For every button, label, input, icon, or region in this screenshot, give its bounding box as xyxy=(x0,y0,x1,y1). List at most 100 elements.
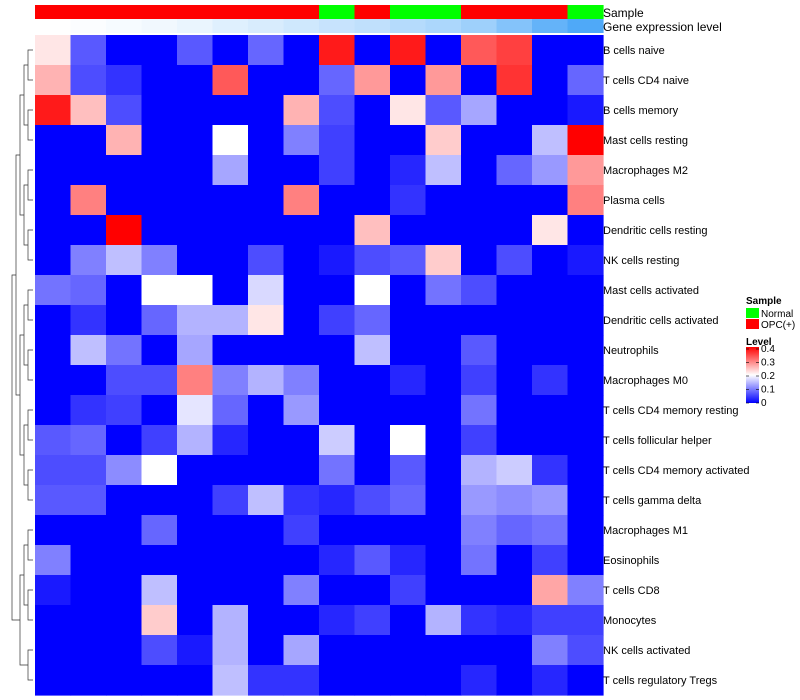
level-track-cell xyxy=(319,19,356,33)
legend-label-opc: OPC(+) xyxy=(761,320,795,331)
heatmap-cell xyxy=(141,515,178,546)
heatmap-cell xyxy=(70,95,107,126)
heatmap-cell xyxy=(319,185,356,216)
heatmap-cell xyxy=(177,65,214,96)
heatmap-cell xyxy=(141,305,178,336)
heatmap-cell xyxy=(496,575,533,606)
heatmap-cell xyxy=(141,575,178,606)
heatmap-cell xyxy=(425,635,462,666)
heatmap-cell xyxy=(390,575,427,606)
heatmap-cell xyxy=(248,65,285,96)
heatmap-cell xyxy=(532,275,569,306)
heatmap-cell xyxy=(35,95,72,126)
dendrogram-branch xyxy=(19,334,24,456)
heatmap-cell xyxy=(283,305,320,336)
heatmap-cell xyxy=(177,665,214,696)
level-track-cell xyxy=(532,19,569,33)
heatmap-cell xyxy=(212,575,249,606)
heatmap-cell xyxy=(212,35,249,66)
colorbar-tick-label: 0 xyxy=(761,398,767,409)
heatmap-cell xyxy=(425,335,462,366)
heatmap-cell xyxy=(461,125,498,156)
heatmap-cell xyxy=(532,395,569,426)
heatmap-cell xyxy=(461,155,498,186)
heatmap-cell xyxy=(425,605,462,636)
heatmap-cell xyxy=(354,245,391,276)
heatmap-cell xyxy=(496,155,533,186)
row-label: T cells CD8 xyxy=(603,585,660,597)
heatmap-cell xyxy=(283,125,320,156)
sample-track-cell xyxy=(390,5,427,19)
heatmap-cell xyxy=(177,245,214,276)
heatmap-cell xyxy=(35,575,72,606)
heatmap-cell xyxy=(283,635,320,666)
dendrogram-branch xyxy=(27,589,33,621)
heatmap-cell xyxy=(496,485,533,516)
row-label: Mast cells activated xyxy=(603,285,699,297)
heatmap-cell xyxy=(106,215,143,246)
heatmap-cell xyxy=(141,455,178,486)
row-label: T cells gamma delta xyxy=(603,495,702,507)
heatmap-cell xyxy=(319,155,356,186)
heatmap-cell xyxy=(425,395,462,426)
heatmap-cell xyxy=(532,95,569,126)
heatmap-cell xyxy=(35,665,72,696)
heatmap-cell xyxy=(35,125,72,156)
heatmap-cell xyxy=(70,185,107,216)
sample-track-cell xyxy=(319,5,356,19)
heatmap-cell xyxy=(177,155,214,186)
heatmap-cell xyxy=(106,485,143,516)
heatmap-cell xyxy=(532,335,569,366)
heatmap-cell xyxy=(532,125,569,156)
heatmap-cell xyxy=(35,35,72,66)
heatmap-cell xyxy=(177,125,214,156)
heatmap-cell xyxy=(354,305,391,336)
heatmap-cell xyxy=(461,335,498,366)
legend-level-title: Level xyxy=(746,337,772,348)
heatmap-cell xyxy=(390,365,427,396)
heatmap-cell xyxy=(283,515,320,546)
heatmap-cell xyxy=(461,305,498,336)
heatmap-cell xyxy=(425,485,462,516)
track-label-sample: Sample xyxy=(603,6,644,20)
heatmap-cell xyxy=(177,305,214,336)
heatmap-cell xyxy=(532,65,569,96)
dendrogram-branch xyxy=(27,169,33,201)
heatmap-cell xyxy=(248,95,285,126)
heatmap-cell xyxy=(177,635,214,666)
heatmap-cell xyxy=(106,515,143,546)
heatmap-cell xyxy=(567,485,604,516)
heatmap-cell xyxy=(496,305,533,336)
heatmap-cell xyxy=(283,335,320,366)
heatmap-cell xyxy=(319,605,356,636)
heatmap-cell xyxy=(567,155,604,186)
heatmap-cell xyxy=(141,335,178,366)
heatmap-cell xyxy=(212,635,249,666)
heatmap-cell xyxy=(390,125,427,156)
level-track-cell xyxy=(70,19,107,33)
heatmap-cell xyxy=(283,485,320,516)
heatmap-cell xyxy=(390,305,427,336)
heatmap-cell xyxy=(425,545,462,576)
heatmap-cell xyxy=(106,275,143,306)
row-label: NK cells activated xyxy=(603,645,690,657)
heatmap-cell xyxy=(283,455,320,486)
heatmap-cell xyxy=(461,605,498,636)
level-track-cell xyxy=(461,19,498,33)
heatmap-cell xyxy=(319,125,356,156)
heatmap-cell xyxy=(496,35,533,66)
heatmap-cell xyxy=(248,545,285,576)
heatmap-cell xyxy=(461,575,498,606)
heatmap-cell xyxy=(212,395,249,426)
heatmap-cell xyxy=(461,665,498,696)
level-track-cell xyxy=(248,19,285,33)
heatmap-cell xyxy=(354,365,391,396)
heatmap-cell xyxy=(70,365,107,396)
heatmap-cell xyxy=(496,335,533,366)
heatmap-cell xyxy=(319,665,356,696)
sample-track-cell xyxy=(212,5,249,19)
level-track-cell xyxy=(354,19,391,33)
heatmap-cell xyxy=(390,425,427,456)
heatmap-cell xyxy=(319,365,356,396)
heatmap-cell xyxy=(248,305,285,336)
